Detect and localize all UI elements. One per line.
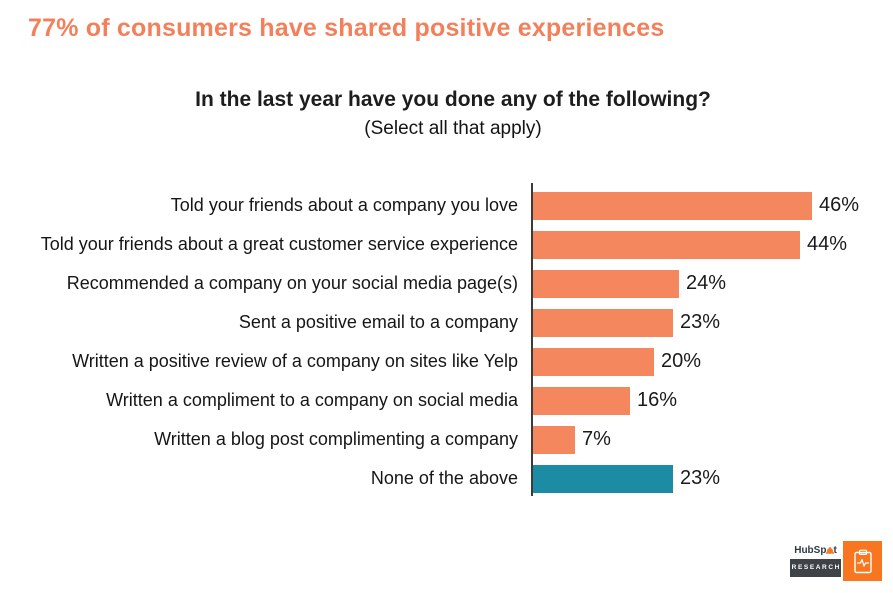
value-label: 16%	[637, 389, 678, 411]
bar	[533, 386, 630, 415]
clipboard-pulse-icon	[853, 549, 872, 573]
question-block: In the last year have you done any of th…	[13, 88, 893, 140]
chart-row: Sent a positive email to a company 23%	[0, 303, 893, 342]
bar-cell: 23%	[533, 464, 721, 493]
wordmark-suffix: t	[833, 544, 837, 556]
chart-row: Written a blog post complimenting a comp…	[0, 420, 893, 459]
category-label: Written a positive review of a company o…	[72, 351, 518, 371]
value-label: 24%	[686, 272, 727, 294]
bar-cell: 7%	[533, 425, 611, 454]
bar	[533, 191, 812, 220]
value-label: 23%	[680, 467, 721, 489]
bar-cell: 24%	[533, 269, 727, 298]
chart-rows: Told your friends about a company you lo…	[0, 186, 893, 498]
bar-cell: 23%	[533, 308, 721, 337]
hubspot-research-logo: HubSp t RESEARCH	[790, 541, 882, 581]
chart-row: None of the above 23%	[0, 459, 893, 498]
research-badge: RESEARCH	[790, 558, 841, 577]
category-label: Told your friends about a company you lo…	[170, 195, 518, 215]
chart-question-note: (Select all that apply)	[364, 118, 542, 139]
bar-chart: Told your friends about a company you lo…	[0, 183, 893, 498]
bar-cell: 46%	[533, 191, 860, 220]
chart-row: Written a compliment to a company on soc…	[0, 381, 893, 420]
bar-cell: 44%	[533, 230, 848, 259]
category-label: Told your friends about a great customer…	[40, 234, 518, 254]
wordmark-prefix: HubSp	[794, 544, 827, 556]
hubspot-wordmark: HubSp t	[794, 544, 837, 556]
logo-left-block: HubSp t RESEARCH	[790, 541, 841, 581]
bar	[533, 347, 654, 376]
research-label: RESEARCH	[791, 564, 841, 571]
bar-cell: 20%	[533, 347, 702, 376]
chart-row: Recommended a company on your social med…	[0, 264, 893, 303]
y-axis-line	[531, 183, 533, 496]
chart-row: Told your friends about a great customer…	[0, 225, 893, 264]
bar-cell: 16%	[533, 386, 678, 415]
chart-row: Told your friends about a company you lo…	[0, 186, 893, 225]
page-title: 77% of consumers have shared positive ex…	[28, 14, 665, 42]
bar	[533, 230, 800, 259]
hubspot-sprocket-icon	[826, 547, 833, 554]
value-label: 46%	[819, 194, 860, 216]
category-label: Recommended a company on your social med…	[66, 273, 518, 293]
chart-row: Written a positive review of a company o…	[0, 342, 893, 381]
chart-question: In the last year have you done any of th…	[195, 88, 711, 111]
bar	[533, 464, 673, 493]
category-label: Sent a positive email to a company	[238, 312, 518, 332]
logo-orange-tile	[843, 541, 882, 581]
bar	[533, 269, 679, 298]
value-label: 23%	[680, 311, 721, 333]
value-label: 20%	[661, 350, 702, 372]
category-label: Written a blog post complimenting a comp…	[154, 429, 518, 449]
bar	[533, 308, 673, 337]
value-label: 44%	[807, 233, 848, 255]
category-label: None of the above	[370, 468, 518, 488]
category-label: Written a compliment to a company on soc…	[106, 390, 518, 410]
value-label: 7%	[582, 428, 611, 450]
bar	[533, 425, 575, 454]
